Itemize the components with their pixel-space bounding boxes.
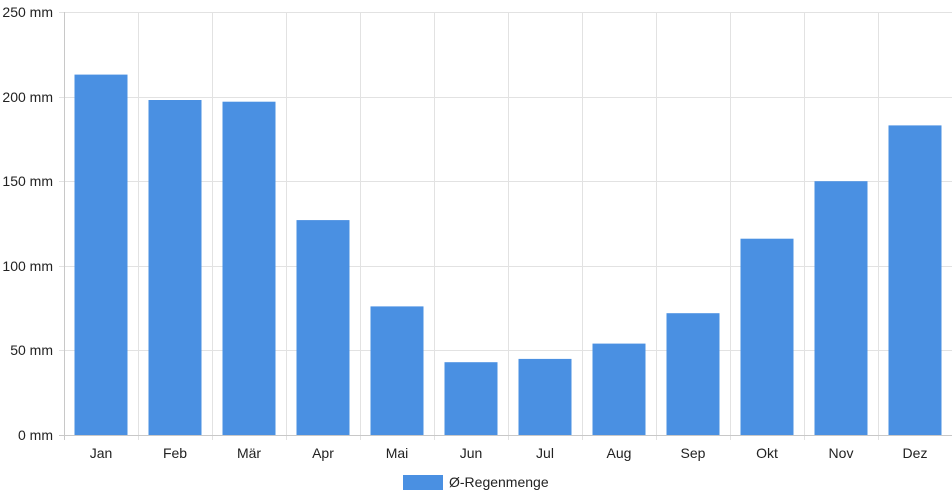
bar-Mai[interactable]	[370, 306, 424, 435]
bar-Nov[interactable]	[814, 181, 868, 435]
bar-Apr[interactable]	[296, 220, 350, 435]
y-axis-ticks: 0 mm 50 mm 100 mm 150 mm 200 mm 250 mm	[2, 4, 53, 443]
bar-Jul[interactable]	[518, 358, 572, 435]
grid-lines	[59, 12, 952, 440]
legend-swatch[interactable]	[403, 475, 443, 490]
x-tick-label-Nov: Nov	[829, 445, 854, 461]
y-tick-label-50: 50 mm	[10, 342, 53, 358]
y-tick-label-150: 150 mm	[2, 173, 53, 189]
bar-Sep[interactable]	[666, 313, 720, 435]
x-tick-label-Jul: Jul	[536, 445, 554, 461]
x-tick-label-Apr: Apr	[312, 445, 334, 461]
x-tick-label-Mär: Mär	[237, 445, 261, 461]
y-tick-label-0: 0 mm	[18, 427, 53, 443]
x-tick-label-Sep: Sep	[681, 445, 706, 461]
x-tick-label-Mai: Mai	[386, 445, 409, 461]
axes	[59, 12, 952, 440]
x-tick-label-Jun: Jun	[460, 445, 483, 461]
x-tick-label-Jan: Jan	[90, 445, 113, 461]
bar-Feb[interactable]	[148, 100, 202, 435]
bars	[74, 74, 942, 436]
x-tick-label-Okt: Okt	[756, 445, 778, 461]
bar-Dez[interactable]	[888, 125, 942, 436]
y-tick-label-200: 200 mm	[2, 89, 53, 105]
legend-label[interactable]: Ø-Regenmenge	[449, 474, 549, 490]
x-axis-ticks: Jan Feb Mär Apr Mai Jun Jul Aug Sep Okt Nov Dez	[90, 445, 928, 461]
legend[interactable]: Ø-Regenmenge	[403, 474, 549, 490]
x-tick-label-Feb: Feb	[163, 445, 187, 461]
bar-Okt[interactable]	[740, 238, 794, 435]
bar-Aug[interactable]	[592, 343, 646, 435]
x-tick-label-Dez: Dez	[903, 445, 928, 461]
bar-Mär[interactable]	[222, 101, 276, 435]
y-tick-label-100: 100 mm	[2, 258, 53, 274]
bar-Jun[interactable]	[444, 362, 498, 435]
bar-Jan[interactable]	[74, 74, 128, 435]
y-tick-label-250: 250 mm	[2, 4, 53, 20]
x-tick-label-Aug: Aug	[607, 445, 632, 461]
